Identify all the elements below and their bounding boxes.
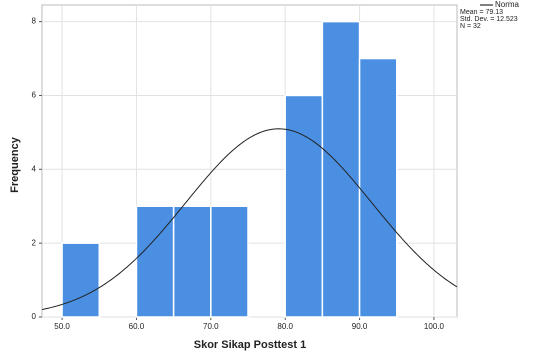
y-axis-label: Frequency bbox=[9, 136, 21, 193]
stat-label: Mean = 79.13 bbox=[460, 9, 503, 16]
x-tick-label: 100.0 bbox=[424, 322, 445, 331]
bar bbox=[135, 205, 175, 318]
bar bbox=[61, 242, 101, 318]
x-tick-label: 90.0 bbox=[352, 322, 368, 331]
bar bbox=[284, 94, 324, 318]
stat-label: N = 32 bbox=[460, 23, 481, 30]
normal-curve bbox=[41, 128, 458, 311]
y-tick-label: 8 bbox=[32, 17, 37, 26]
y-tick-label: 4 bbox=[32, 164, 37, 173]
bar bbox=[210, 205, 249, 318]
y-tick-label: 2 bbox=[32, 238, 37, 247]
stat-label: Std. Dev. = 12.523 bbox=[460, 16, 518, 23]
y-tick-label: 0 bbox=[32, 312, 37, 321]
y-tick-label: 6 bbox=[32, 91, 37, 100]
legend-label: Norma bbox=[495, 0, 520, 9]
x-tick-label: 70.0 bbox=[203, 322, 219, 331]
bar bbox=[172, 205, 212, 318]
x-tick-label: 80.0 bbox=[277, 322, 293, 331]
x-tick-label: 60.0 bbox=[129, 322, 145, 331]
x-tick-label: 50.0 bbox=[54, 322, 70, 331]
bar bbox=[321, 20, 361, 318]
x-axis-label: Skor Sikap Posttest 1 bbox=[194, 339, 307, 351]
bar bbox=[358, 57, 398, 318]
